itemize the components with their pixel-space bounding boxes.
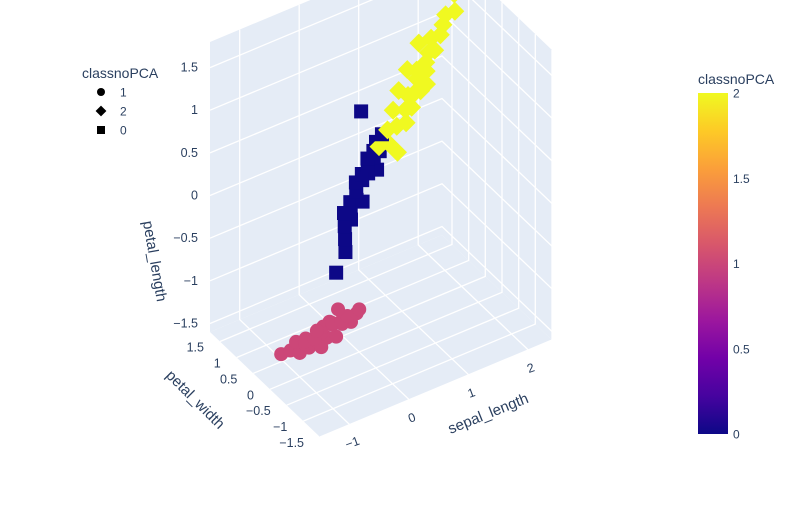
point-class-2[interactable] [383,100,403,120]
legend-item-label: 0 [120,124,127,138]
gridline-y [219,0,453,343]
legend-item-label: 2 [120,105,127,119]
gridline-z [209,225,553,332]
x-tick-label: 0 [406,410,417,426]
gridline-z [209,55,553,162]
colorbar-title: classnoPCA [698,71,775,87]
gridline-x [298,4,410,401]
gridline-x [239,29,351,426]
legend-item-1[interactable]: 1 [97,86,127,100]
point-class-2[interactable] [445,0,464,4]
point-class-1[interactable] [331,302,346,317]
legend[interactable]: classnoPCA 1 2 0 [82,65,159,138]
gridline-z [209,140,553,247]
legend-circle-icon[interactable] [97,88,105,96]
point-class-2[interactable] [396,113,416,133]
point-class-0[interactable] [337,219,352,234]
axis-ticks: −1012−1.5−1−0.500.511.5−1.5−1−0.500.511.… [173,61,536,452]
gridline-y [319,50,553,438]
y-tick-label: 0.5 [220,372,237,386]
point-class-2[interactable] [395,100,415,120]
gridline-z [209,183,553,290]
point-class-1[interactable] [309,323,324,338]
gridline-z [209,97,553,204]
y-tick-label: −0.5 [246,404,271,418]
colorbar-tick-label: 1 [733,257,740,271]
z-tick-label: 0.5 [181,146,198,160]
y-tick-label: 1 [214,356,221,370]
legend-item-2[interactable]: 2 [95,105,127,119]
data-points[interactable] [274,0,473,362]
z-tick-label: −0.5 [173,231,198,245]
z-tick-label: −1 [184,274,198,288]
point-class-0[interactable] [337,206,351,221]
y-tick-label: −1 [273,420,287,434]
point-class-2[interactable] [398,86,418,105]
back-wall-y [442,0,552,340]
point-class-2[interactable] [419,43,438,62]
point-class-0[interactable] [354,104,369,119]
legend-item-0[interactable]: 0 [97,124,127,138]
legend-title: classnoPCA [82,65,159,81]
point-class-1[interactable] [329,329,344,344]
x-tick-label: 1 [466,385,477,401]
legend-diamond-icon[interactable] [95,105,107,117]
point-class-2[interactable] [417,74,436,94]
colorbar-tick-label: 1.5 [733,172,750,186]
legend-square-icon[interactable] [97,126,105,134]
point-class-0[interactable] [338,245,353,260]
z-tick-label: 0 [191,189,198,203]
y-tick-label: 1.5 [187,341,204,355]
z-tick-label: 1.5 [181,61,198,75]
z-axis-title: petal_length [139,219,170,302]
y-tick-label: 0 [247,388,254,402]
gridline-y [286,18,520,406]
z-tick-label: −1.5 [173,316,198,330]
colorbar-tick-label: 2 [733,87,740,101]
colorbar-gradient [698,93,728,434]
x-tick-label: −1 [343,434,361,452]
point-class-2[interactable] [397,60,417,79]
y-axis-title: petal_width [162,367,228,433]
axis-grid [209,0,553,438]
point-class-0[interactable] [343,195,358,210]
point-class-2[interactable] [445,1,465,21]
floor-panel [210,235,552,437]
legend-item-label: 1 [120,86,127,100]
x-tick-label: 2 [525,360,536,376]
gridline-y [269,2,503,390]
back-wall-x [210,0,442,332]
x-axis-title: sepal_length [446,390,531,438]
point-class-1[interactable] [352,302,367,317]
gridline-x [358,0,470,376]
colorbar-tick-label: 0 [733,428,740,442]
gridline-z [209,0,553,77]
point-class-2[interactable] [389,81,409,100]
point-class-0[interactable] [329,265,344,280]
gridline-y [303,34,536,422]
y-tick-label: −1.5 [279,436,304,450]
z-tick-label: 1 [191,103,198,117]
colorbar-tick-label: 0.5 [733,342,750,356]
point-class-2[interactable] [409,33,429,53]
point-class-0[interactable] [338,232,353,247]
